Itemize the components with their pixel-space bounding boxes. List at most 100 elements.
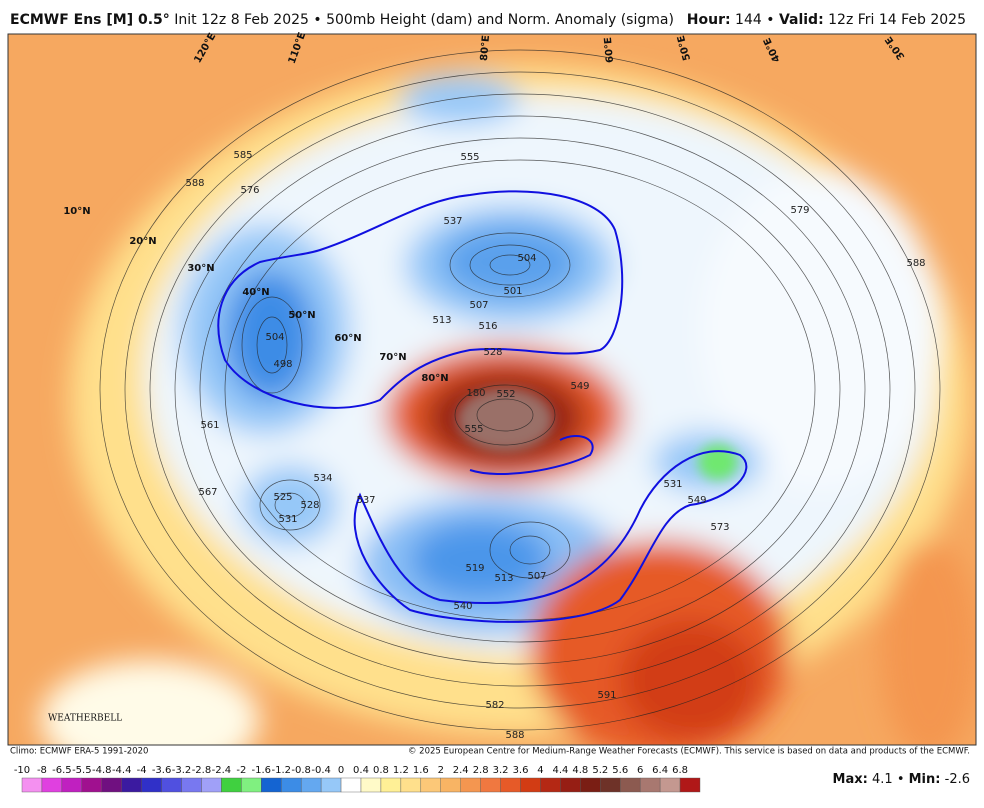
copyright: © 2025 European Centre for Medium-Range … [408,747,970,757]
contour-label: 588 [185,178,204,189]
colorbar-tick-label: 3.6 [513,765,529,776]
colorbar-tick-label: 1.2 [393,765,409,776]
contour-label: 513 [494,573,513,584]
colorbar-cell [320,777,342,793]
max-label: Max: [833,772,868,787]
valid: 12z Fri 14 Feb 2025 [828,12,966,28]
colorbar-tick-label: 0.8 [373,765,389,776]
contour-label: 579 [790,205,809,216]
colorbar-cell [41,777,63,793]
colorbar-cell [380,777,402,793]
colorbar-cell [679,777,701,793]
colorbar-cell [241,777,262,793]
contour-label: 504 [517,253,536,264]
colorbar-cell [460,777,481,793]
colorbar: -10 -8 -6.5 -5.5 -4.8 -4.4 -4 -3.6 -3.2 -2.8 -2.4-… [14,765,701,793]
contour-label: 501 [503,286,522,297]
contour-label: 582 [485,700,504,711]
colorbar-tick-label: 2.8 [473,765,489,776]
latitude-label: 70°N [379,352,406,363]
logo: WEATHERBELL [48,714,122,724]
colorbar-cell [560,777,581,793]
colorbar-tick-label: 6 [637,765,643,776]
contour-540 [217,190,624,409]
contour-label: 531 [278,514,297,525]
min-label: Min: [909,772,941,787]
latitude-label: 20°N [129,236,156,247]
colorbar-tick-label: -2.4 [212,765,232,776]
colorbar-tick-label: 6.8 [672,765,688,776]
colorbar-tick-label: -1.6 [252,765,272,776]
contour-label: 555 [460,152,479,163]
anomaly-core [457,388,553,452]
contour-label: 498 [273,359,292,370]
height-contours [99,49,941,731]
colorbar-tick-label: -3.6 [152,765,172,776]
latitude-label: 30°N [187,263,214,274]
contour-label: 567 [198,487,217,498]
contour-label: 552 [496,389,515,400]
colorbar-cell [400,777,422,793]
contour-540 [469,435,594,475]
colorbar-tick-label: -1.2 [271,765,291,776]
colorbar-tick-label: 0 [338,765,344,776]
colorbar-cell [201,777,222,793]
colorbar-cell [61,777,83,793]
colorbar-tick-label: -2.8 [192,765,212,776]
longitude-label: 60°E [603,36,616,63]
colorbar-cell [480,777,501,793]
contour-label: 519 [465,563,484,574]
colorbar-tick-label: -10 [14,765,30,776]
colorbar-cell [639,777,661,793]
map-frame [7,33,977,746]
colorbar-cell [281,777,302,793]
contour-label: 516 [478,321,497,332]
contour-label: 585 [233,150,252,161]
hour-label: Hour: [687,12,731,28]
contour-label: 528 [483,347,502,358]
colorbar-tick-label: 1.6 [413,765,429,776]
model: ECMWF Ens [M] 0.5° [10,12,170,28]
colorbar-cell [181,777,202,793]
contour-label: 549 [687,495,706,506]
contour-label: 561 [200,420,219,431]
contour-label: 555 [464,424,483,435]
contour-label: 576 [240,185,259,196]
header-left: ECMWF Ens [M] 0.5° Init 12z 8 Feb 2025 •… [10,12,674,28]
contour-label: 504 [265,332,284,343]
contour-label: 537 [443,216,462,227]
colorbar-cell [659,777,681,793]
colorbar-cell [261,777,282,793]
colorbar-tick-label: -3.2 [172,765,192,776]
colorbar-cell [101,777,122,793]
separator: • [897,772,905,787]
colorbar-cell [81,777,102,793]
contour-label: 534 [313,473,332,484]
valid-label: Valid: [779,12,824,28]
colorbar-cell [420,777,441,793]
colorbar-cell [21,777,43,793]
colorbar-tick-label: 4.4 [552,765,568,776]
colorbar-cell [300,777,322,793]
colorbar-cell [141,777,162,793]
contour-label: 537 [356,495,375,506]
colorbar-tick-label: -0.8 [291,765,311,776]
contour-label: 549 [570,381,589,392]
separator: • [766,12,774,28]
anomaly-core [698,444,738,480]
contour-label: 588 [906,258,925,269]
header-right: Hour: 144 • Valid: 12z Fri 14 Feb 2025 [687,12,966,28]
colorbar-cell [161,777,182,793]
contour-label: 507 [469,300,488,311]
min: -2.6 [945,772,970,787]
colorbar-tick-label: 2.4 [453,765,469,776]
colorbar-tick-label: -0.4 [311,765,331,776]
colorbar-tick-label: 5.6 [612,765,628,776]
latitude-label: 60°N [334,333,361,344]
colorbar-tick-label: -4.8 [92,765,112,776]
init: Init 12z 8 Feb 2025 • 500mb Height (dam)… [174,12,674,28]
contour-label: 588 [505,730,524,741]
colorbar-tick-label: 3.2 [493,765,509,776]
colorbar-cell [440,777,461,793]
colorbar-cell [121,777,142,793]
